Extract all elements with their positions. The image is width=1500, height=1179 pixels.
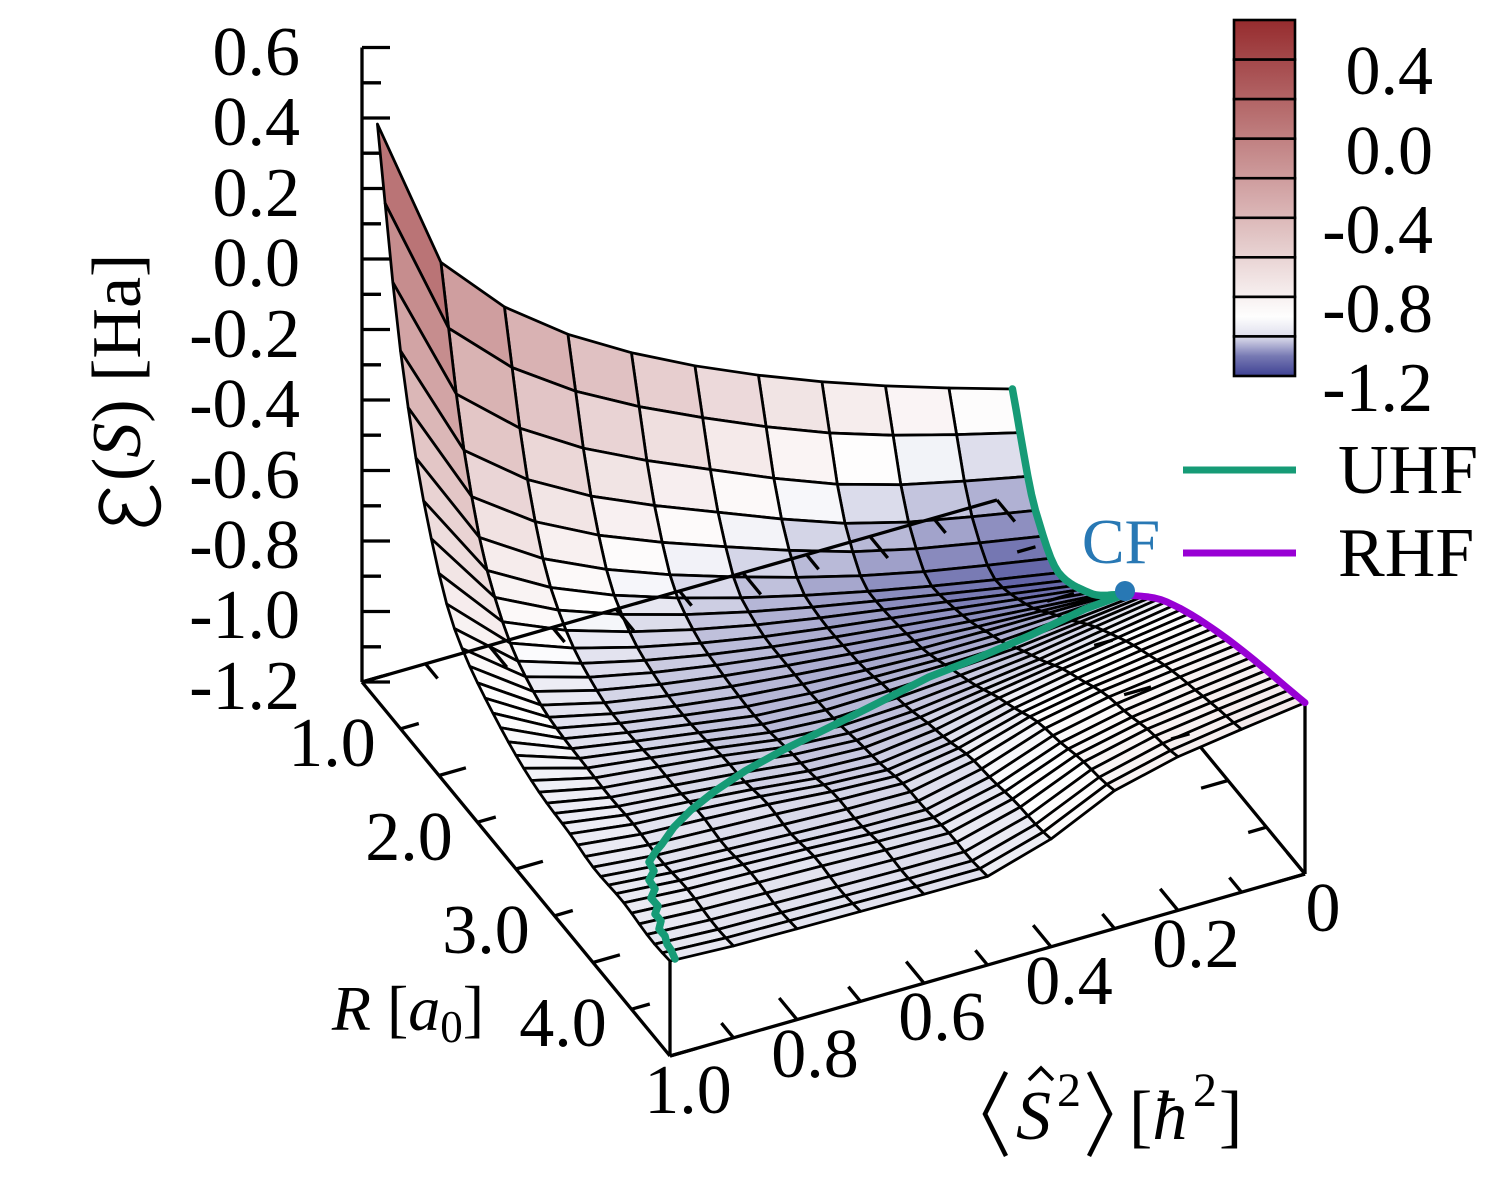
svg-text:-0.4: -0.4: [1322, 192, 1433, 269]
svg-text:1.0: 1.0: [644, 1052, 732, 1129]
svg-text:-0.8: -0.8: [189, 507, 300, 584]
svg-text:RHF: RHF: [1338, 515, 1474, 592]
svg-text:0.6: 0.6: [213, 14, 301, 91]
svg-text:-1.2: -1.2: [1322, 350, 1433, 427]
svg-text:[ħ: [ħ: [1129, 1078, 1187, 1155]
svg-text:-0.8: -0.8: [1322, 271, 1433, 348]
svg-text:2: 2: [1193, 1064, 1217, 1117]
svg-text:0.4: 0.4: [1346, 33, 1434, 110]
svg-text:0.6: 0.6: [898, 979, 986, 1056]
svg-text:2: 2: [1057, 1064, 1081, 1117]
svg-text:3.0: 3.0: [442, 892, 530, 969]
svg-text:-1.2: -1.2: [189, 648, 300, 725]
svg-text:0: 0: [1306, 870, 1341, 947]
svg-text:0.2: 0.2: [1152, 906, 1240, 983]
svg-text:0.4: 0.4: [213, 84, 301, 161]
svg-text:0.0: 0.0: [1346, 113, 1434, 190]
svg-text:-1.0: -1.0: [189, 577, 300, 654]
svg-text:1.0: 1.0: [288, 705, 376, 782]
svg-text:-0.6: -0.6: [189, 437, 300, 514]
svg-text:R [a0]: R [a0]: [331, 973, 484, 1052]
svg-text:0.8: 0.8: [771, 1016, 859, 1093]
svg-text:0.0: 0.0: [213, 225, 301, 302]
svg-text:]: ]: [1219, 1078, 1242, 1155]
svg-text:-0.2: -0.2: [189, 296, 300, 373]
svg-text:S: S: [1016, 1078, 1051, 1155]
svg-text:4.0: 4.0: [519, 985, 607, 1062]
svg-text:(S) [Ha]: (S) [Ha]: [79, 254, 156, 481]
svg-text:CF: CF: [1082, 506, 1160, 577]
svg-text:0.4: 0.4: [1025, 943, 1113, 1020]
svg-text:0.2: 0.2: [213, 155, 301, 232]
svg-text:-0.4: -0.4: [189, 366, 300, 443]
svg-text:2.0: 2.0: [365, 799, 453, 876]
svg-text:UHF: UHF: [1338, 432, 1478, 509]
